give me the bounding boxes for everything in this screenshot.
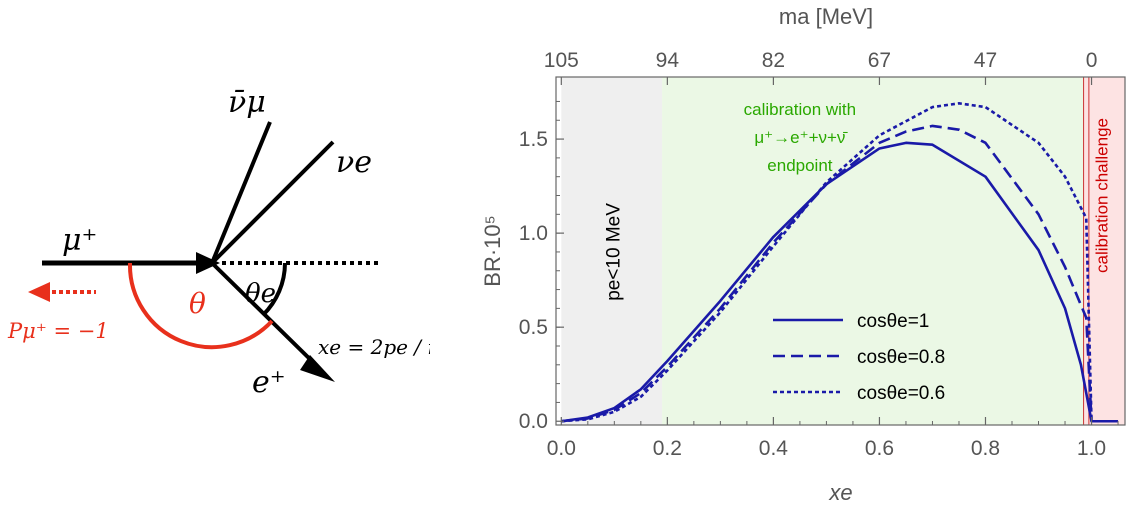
positron-arrow-icon xyxy=(300,355,335,382)
positron-label: e⁺ xyxy=(252,365,286,400)
nue-label: νe xyxy=(336,145,372,180)
legend-label-0: cosθe=1 xyxy=(857,311,929,332)
region-label-calibration-line-2: endpoint xyxy=(767,156,833,175)
numubar-label: ν̄μ xyxy=(228,85,266,120)
y-tick-label-1: 0.5 xyxy=(519,316,548,339)
theta-label: θ xyxy=(189,287,206,320)
top-tick-label-1: 94 xyxy=(656,49,680,72)
x-tick-label-2: 0.4 xyxy=(759,437,789,460)
polarization-arrow-icon xyxy=(28,282,50,302)
region-1 xyxy=(662,77,1084,425)
x-tick-label-1: 0.2 xyxy=(653,437,682,460)
muon-arrow-icon xyxy=(196,252,220,274)
top-tick-label-4: 47 xyxy=(974,49,997,72)
region-label-calibration-line-0: calibration with xyxy=(744,100,856,119)
xe-definition-label: xe = 2pe / mμ xyxy=(318,335,430,359)
top-tick-label-5: 0 xyxy=(1086,49,1098,72)
legend-label-1: cosθe=0.8 xyxy=(857,347,945,368)
theta-arc xyxy=(127,262,274,350)
decay-diagram: μ⁺ ν̄μ νe e⁺ θ θe Pμ⁺ = −1 xe = 2pe / mμ xyxy=(7,85,430,400)
theta-e-label: θe xyxy=(245,279,276,309)
top-tick-label-2: 82 xyxy=(762,49,785,72)
top-tick-label-3: 67 xyxy=(868,49,891,72)
series-line-0 xyxy=(561,141,1119,423)
shaded-regions: pe<10 MeV calibration with μ⁺→e⁺+ν+ν̄ endpo… xyxy=(561,77,1125,425)
series-line-1 xyxy=(561,124,1119,423)
region-label-calibration-challenge: calibration challenge xyxy=(1092,118,1111,273)
legend-label-2: cosθe=0.6 xyxy=(857,383,945,404)
polarization-label: Pμ⁺ = −1 xyxy=(7,319,109,343)
nue-track xyxy=(210,140,335,265)
y-tick-label-2: 1.0 xyxy=(519,222,548,245)
y-tick-label-0: 0.0 xyxy=(519,410,548,433)
y-tick-label-3: 1.5 xyxy=(519,128,548,151)
ticks: 0.0 0.2 0.4 0.6 0.8 1.0 0.0 0.5 1.0 1.5 105 94 82 67 4… xyxy=(519,49,1119,460)
x-axis-label: xe xyxy=(828,480,852,505)
series-line-2 xyxy=(561,102,1119,423)
plot-border xyxy=(555,76,1126,426)
legend: cosθe=1 cosθe=0.8 cosθe=0.6 xyxy=(773,311,945,404)
curves xyxy=(561,102,1119,423)
x-tick-label-5: 1.0 xyxy=(1077,437,1106,460)
plot-frame xyxy=(555,76,1126,426)
top-tick-label-0: 105 xyxy=(544,49,579,72)
numubar-track xyxy=(210,121,272,264)
region-0 xyxy=(561,77,663,425)
region-label-low-momentum: pe<10 MeV xyxy=(604,203,625,301)
x-tick-label-4: 0.8 xyxy=(971,437,1000,460)
x-tick-label-3: 0.6 xyxy=(865,437,894,460)
theta-e-arc xyxy=(261,262,287,317)
x-tick-label-0: 0.0 xyxy=(547,437,576,460)
muon-label: μ⁺ xyxy=(62,223,97,258)
region-label-calibration-line-1: μ⁺→e⁺+ν+ν̄ xyxy=(754,128,848,147)
top-axis-label: ma [MeV] xyxy=(779,4,873,29)
y-axis-label: BR·10⁵ xyxy=(480,215,505,286)
